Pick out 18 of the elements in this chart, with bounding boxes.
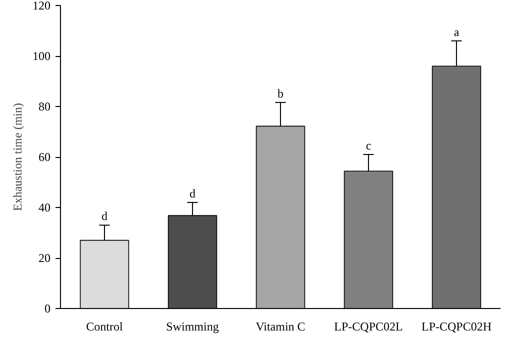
x-tick-label: Control [86, 320, 124, 334]
annotation: d [190, 186, 196, 200]
annotation: a [454, 24, 460, 39]
y-tick-label: 20 [38, 251, 50, 265]
annotation: b [278, 86, 284, 100]
x-tick-label: Swimming [166, 320, 219, 334]
y-tick-label: 40 [38, 200, 50, 214]
y-axis-title: Exhaustion time (min) [10, 103, 24, 211]
x-tick-label: Vitamin C [256, 320, 306, 334]
y-tick-label: 100 [32, 49, 50, 63]
y-tick-label: 80 [38, 100, 50, 114]
x-tick-label: LP-CQPC02L [334, 320, 403, 334]
annotation: c [366, 138, 372, 152]
y-tick-label: 60 [38, 150, 50, 164]
y-tick-label: 0 [44, 302, 50, 316]
annotation: d [102, 209, 108, 224]
y-tick-label: 120 [32, 0, 50, 12]
x-tick-label: LP-CQPC02H [421, 320, 492, 334]
